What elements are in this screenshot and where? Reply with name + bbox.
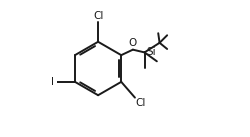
- Text: O: O: [128, 38, 136, 48]
- Text: I: I: [51, 77, 54, 87]
- Text: Cl: Cl: [135, 98, 145, 108]
- Text: Si: Si: [145, 47, 155, 57]
- Text: Cl: Cl: [92, 11, 103, 21]
